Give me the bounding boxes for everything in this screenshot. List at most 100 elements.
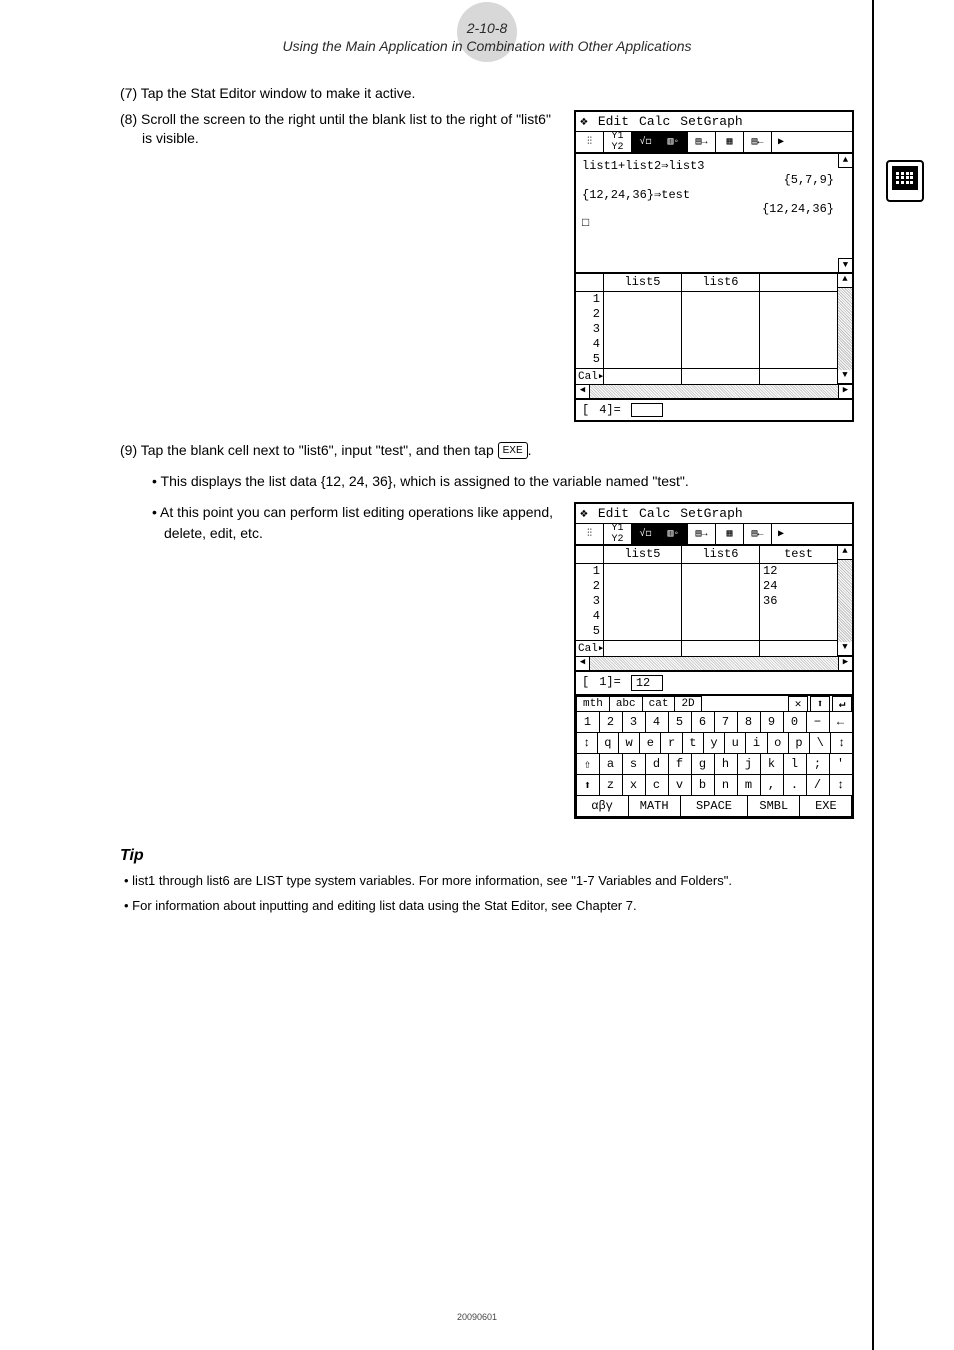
col-header-blank[interactable] <box>760 274 837 291</box>
kb-key[interactable]: b <box>691 774 715 796</box>
toolbar-icon[interactable]: Y1Y2 <box>604 132 632 152</box>
col-header[interactable]: list5 <box>604 546 682 563</box>
kb-tab-cat[interactable]: cat <box>642 696 676 712</box>
kb-key[interactable]: j <box>737 753 761 775</box>
kb-key[interactable]: ↕ <box>829 774 853 796</box>
kb-key[interactable]: p <box>788 732 810 754</box>
toolbar-more-icon[interactable]: ▶ <box>772 132 790 152</box>
kb-key[interactable]: d <box>645 753 669 775</box>
scroll-down-icon[interactable]: ▼ <box>838 642 852 656</box>
toolbar-icon[interactable]: ⫶⫶ <box>576 132 604 152</box>
kb-tab-abc[interactable]: abc <box>609 696 643 712</box>
kb-key-backspace[interactable]: ← <box>829 711 853 733</box>
calc-workarea[interactable]: ▲ list1+list2⇒list3 {5,7,9} {12,24,36}⇒t… <box>576 154 852 274</box>
kb-key[interactable]: ; <box>806 753 830 775</box>
kb-key-caps[interactable]: ⬆ <box>576 774 600 796</box>
kb-key[interactable]: 4 <box>645 711 669 733</box>
kb-close-icon[interactable]: ✕ <box>788 696 808 712</box>
kb-key[interactable]: n <box>714 774 738 796</box>
kb-key-greek[interactable]: αβγ <box>576 795 629 817</box>
kb-key[interactable]: k <box>760 753 784 775</box>
kb-enter-icon[interactable]: ↵ <box>832 696 852 712</box>
data-col-test[interactable]: 12 24 36 <box>760 564 837 640</box>
col-header[interactable]: list6 <box>682 546 760 563</box>
kb-key[interactable]: y <box>703 732 725 754</box>
col-header-test[interactable]: test <box>760 546 837 563</box>
toolbar-icon[interactable]: ▥◦ <box>660 524 688 544</box>
kb-key[interactable]: 7 <box>714 711 738 733</box>
kb-key[interactable]: 6 <box>691 711 715 733</box>
kb-key[interactable]: x <box>622 774 646 796</box>
kb-key[interactable]: / <box>806 774 830 796</box>
menu-edit[interactable]: Edit <box>598 114 629 129</box>
kb-key-shift[interactable]: ⇧ <box>576 753 600 775</box>
kb-key[interactable]: 1 <box>576 711 600 733</box>
toolbar-icon[interactable]: ▤→ <box>688 132 716 152</box>
kb-key[interactable]: i <box>745 732 767 754</box>
kb-key[interactable]: r <box>660 732 682 754</box>
kb-up-icon[interactable]: ⬆ <box>810 696 830 712</box>
kb-key[interactable]: ↕ <box>830 732 852 754</box>
scroll-right-icon[interactable]: ▶ <box>838 657 852 670</box>
menu-calc[interactable]: Calc <box>639 506 670 521</box>
kb-key[interactable]: 3 <box>622 711 646 733</box>
data-col-list6[interactable] <box>682 292 760 368</box>
kb-key-math[interactable]: MATH <box>628 795 681 817</box>
scroll-left-icon[interactable]: ◀ <box>576 657 590 670</box>
kb-key-smbl[interactable]: SMBL <box>747 795 800 817</box>
col-header[interactable]: list6 <box>682 274 760 291</box>
toolbar-icon[interactable]: Y1Y2 <box>604 524 632 544</box>
kb-key[interactable]: , <box>760 774 784 796</box>
stat-editor-sheet[interactable]: list5 list6 1 2 3 4 5 <box>576 274 852 384</box>
kb-key[interactable]: 8 <box>737 711 761 733</box>
sheet-vscroll[interactable]: ▲ ▼ <box>838 546 852 656</box>
status-value-box[interactable] <box>631 403 663 417</box>
kb-key[interactable]: ↕ <box>576 732 598 754</box>
toolbar-icon[interactable]: ▦ <box>716 524 744 544</box>
kb-key[interactable]: 2 <box>599 711 623 733</box>
kb-key[interactable]: 0 <box>783 711 807 733</box>
kb-key[interactable]: h <box>714 753 738 775</box>
data-col-list5[interactable] <box>604 292 682 368</box>
menu-arrow-icon[interactable]: ❖ <box>580 506 588 521</box>
menu-setgraph[interactable]: SetGraph <box>680 506 742 521</box>
toolbar-icon[interactable]: ▦ <box>716 132 744 152</box>
kb-key[interactable]: l <box>783 753 807 775</box>
scroll-up-icon[interactable]: ▲ <box>838 154 852 168</box>
kb-key[interactable]: v <box>668 774 692 796</box>
stat-editor-sheet[interactable]: list5 list6 test 1 2 3 4 5 <box>576 546 852 656</box>
kb-key[interactable]: . <box>783 774 807 796</box>
kb-key[interactable]: g <box>691 753 715 775</box>
kb-key[interactable]: \ <box>809 732 831 754</box>
data-col-list6[interactable] <box>682 564 760 640</box>
status-value-box[interactable]: 12 <box>631 675 663 691</box>
toolbar-icon[interactable]: ⫶⫶ <box>576 524 604 544</box>
toolbar-icon[interactable]: ▤← <box>744 524 772 544</box>
menu-arrow-icon[interactable]: ❖ <box>580 114 588 129</box>
kb-key[interactable]: s <box>622 753 646 775</box>
kb-tab-2d[interactable]: 2D <box>674 696 701 712</box>
kb-key[interactable]: q <box>597 732 619 754</box>
toolbar-more-icon[interactable]: ▶ <box>772 524 790 544</box>
menu-setgraph[interactable]: SetGraph <box>680 114 742 129</box>
kb-key[interactable]: 5 <box>668 711 692 733</box>
kb-key[interactable]: a <box>599 753 623 775</box>
kb-tab-mth[interactable]: mth <box>576 696 610 712</box>
col-header[interactable]: list5 <box>604 274 682 291</box>
toolbar-icon[interactable]: ▤→ <box>688 524 716 544</box>
kb-key[interactable]: e <box>639 732 661 754</box>
toolbar-icon[interactable]: ▤← <box>744 132 772 152</box>
kb-key[interactable]: t <box>682 732 704 754</box>
kb-key[interactable]: − <box>806 711 830 733</box>
scroll-left-icon[interactable]: ◀ <box>576 385 590 398</box>
scroll-right-icon[interactable]: ▶ <box>838 385 852 398</box>
data-col-blank[interactable] <box>760 292 837 368</box>
sheet-vscroll[interactable]: ▲ ▼ <box>838 274 852 384</box>
sheet-hscroll[interactable]: ◀ ▶ <box>576 384 852 398</box>
menu-edit[interactable]: Edit <box>598 506 629 521</box>
scroll-down-icon[interactable]: ▼ <box>838 370 852 384</box>
kb-key[interactable]: u <box>724 732 746 754</box>
menu-calc[interactable]: Calc <box>639 114 670 129</box>
data-col-list5[interactable] <box>604 564 682 640</box>
kb-key[interactable]: z <box>599 774 623 796</box>
